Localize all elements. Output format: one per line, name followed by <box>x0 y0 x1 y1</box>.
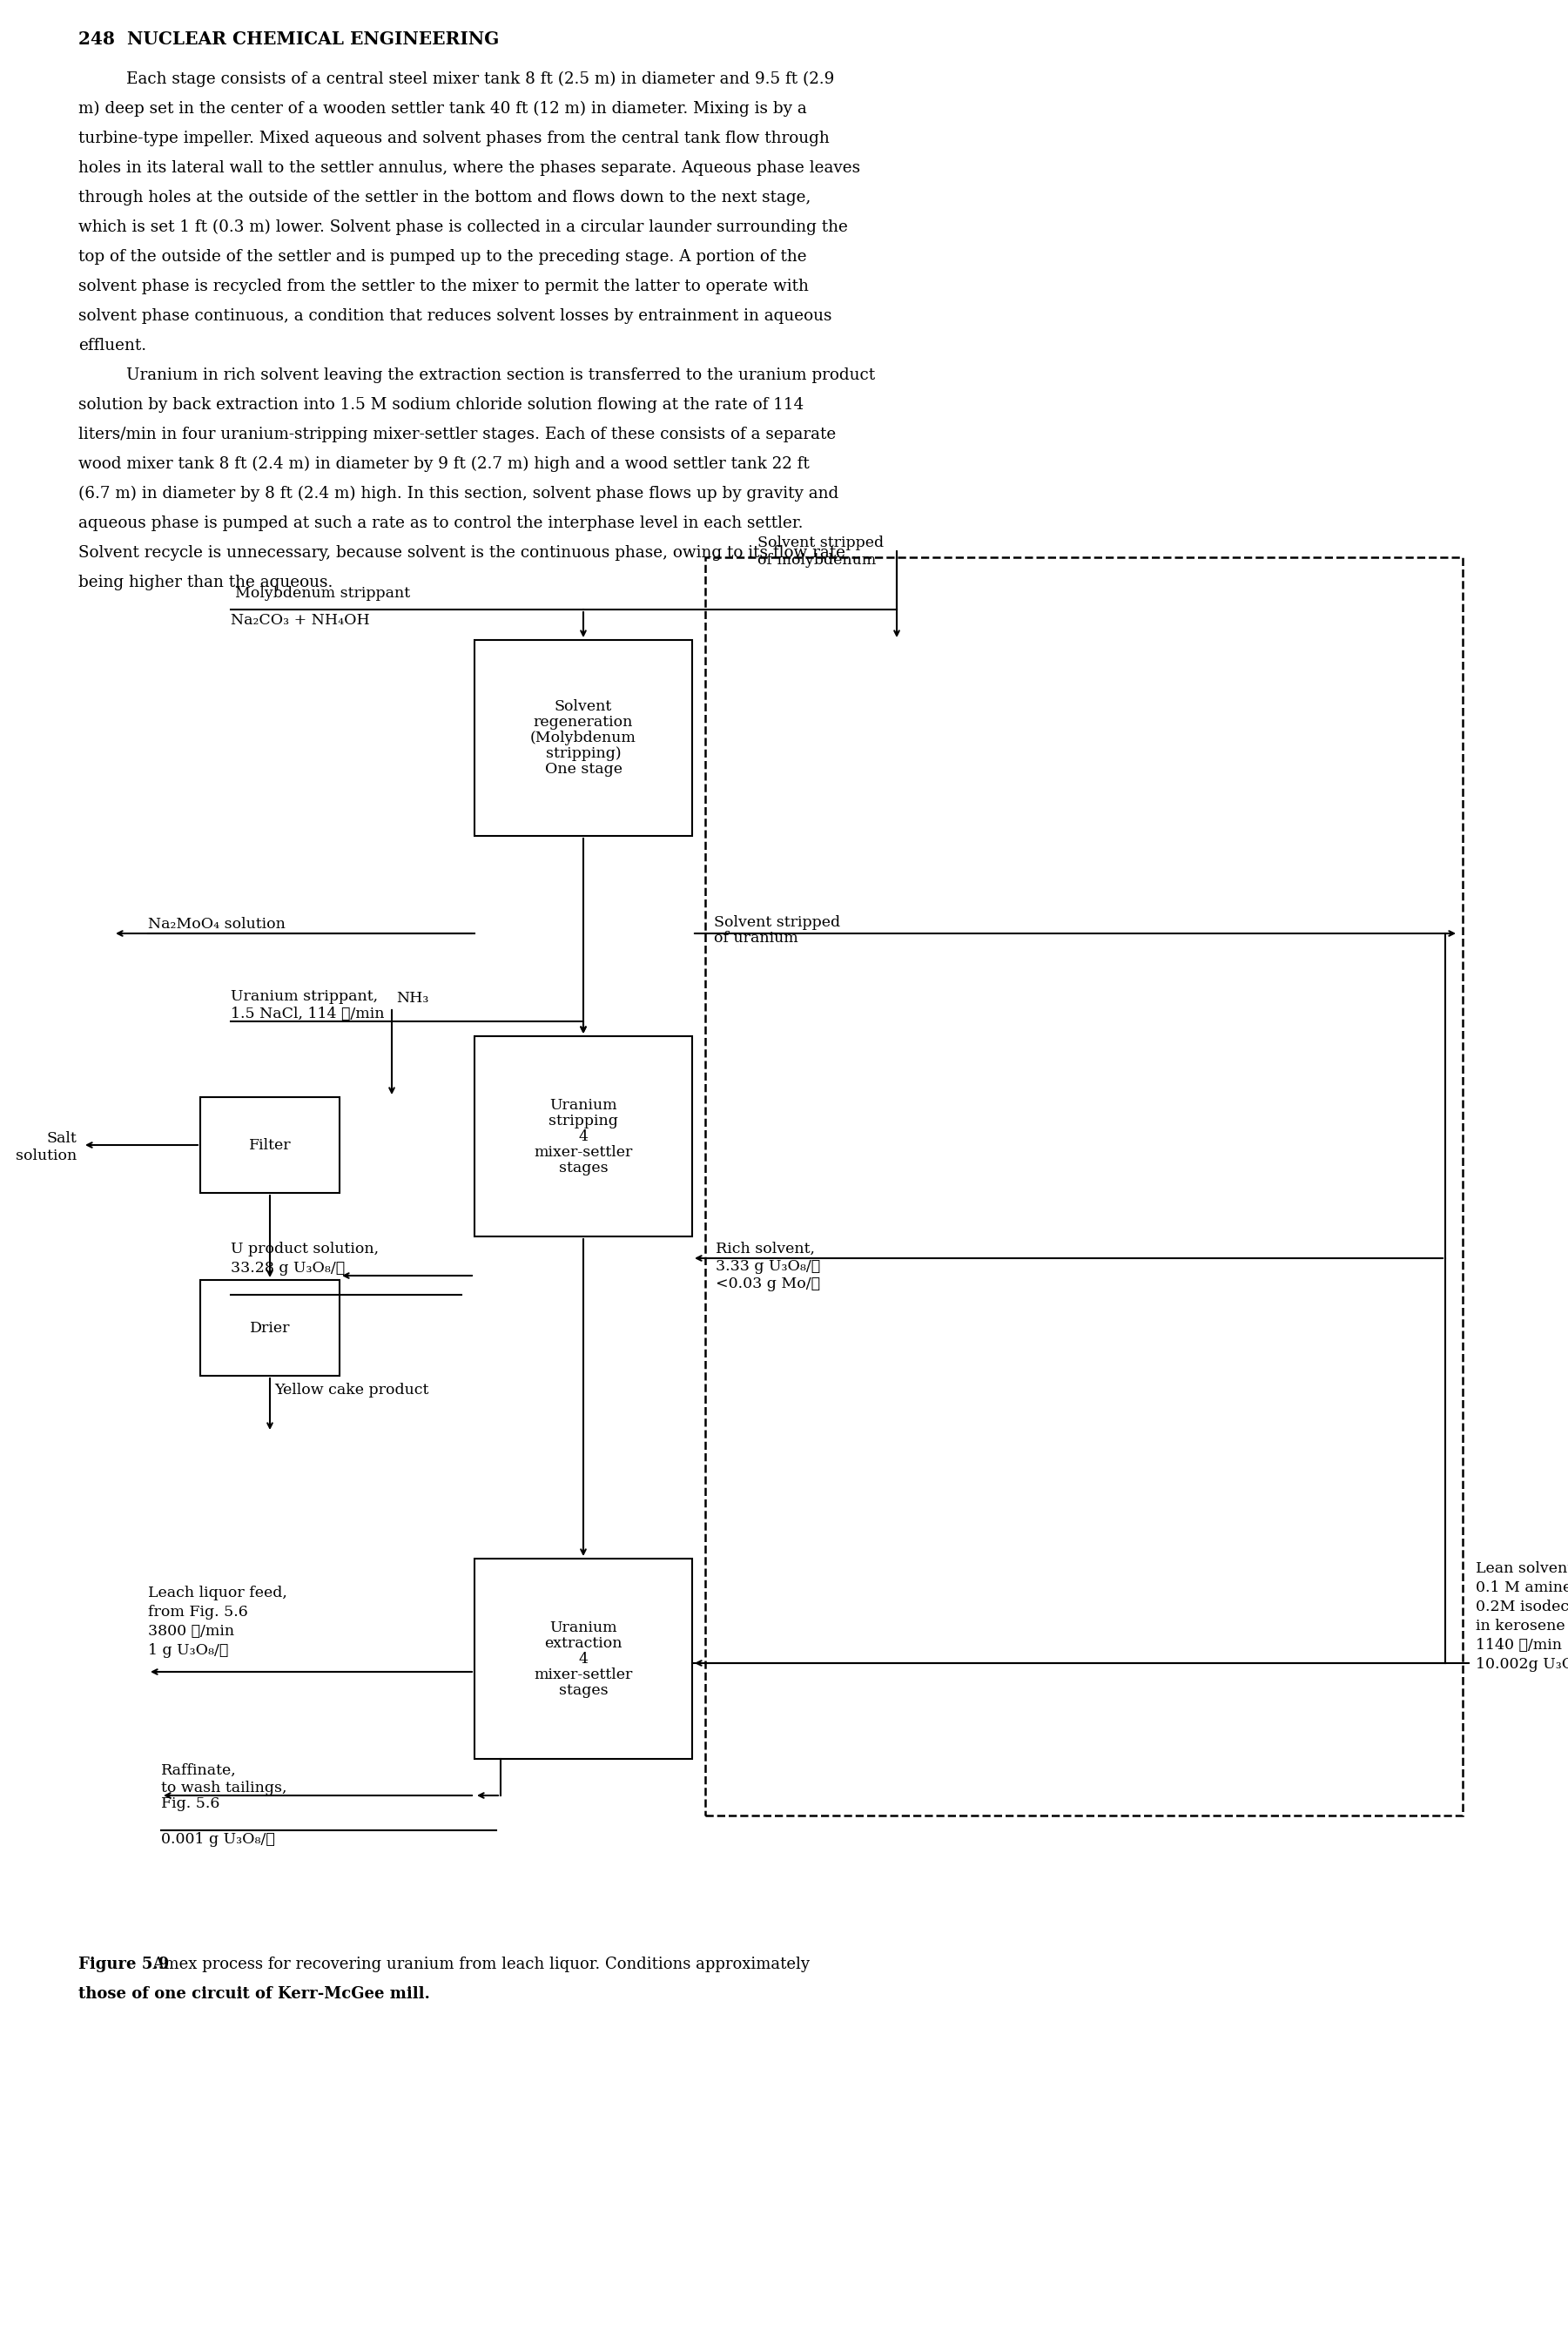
Text: 3.33 g U₃O₈/ℓ: 3.33 g U₃O₈/ℓ <box>715 1260 820 1274</box>
Text: NH₃: NH₃ <box>397 990 428 1006</box>
Text: Solvent stripped: Solvent stripped <box>757 536 884 550</box>
Text: effluent.: effluent. <box>78 339 146 353</box>
Text: Raffinate,: Raffinate, <box>162 1763 237 1777</box>
Text: Lean solvent,: Lean solvent, <box>1475 1561 1568 1575</box>
Text: Solvent stripped: Solvent stripped <box>713 915 840 931</box>
Text: solution: solution <box>16 1147 77 1164</box>
Text: Fig. 5.6: Fig. 5.6 <box>162 1796 220 1810</box>
Text: 4: 4 <box>579 1650 588 1667</box>
Bar <box>475 1559 691 1759</box>
Text: <0.03 g Mo/ℓ: <0.03 g Mo/ℓ <box>715 1277 820 1291</box>
Text: 0.2M isodecanol: 0.2M isodecanol <box>1475 1599 1568 1615</box>
Text: Yellow cake product: Yellow cake product <box>274 1382 428 1396</box>
Text: regeneration: regeneration <box>533 715 633 729</box>
Text: mixer-settler: mixer-settler <box>535 1667 632 1681</box>
Text: aqueous phase is pumped at such a rate as to control the interphase level in eac: aqueous phase is pumped at such a rate a… <box>78 515 803 531</box>
Bar <box>475 639 691 837</box>
Text: stages: stages <box>558 1683 608 1697</box>
Text: (Molybdenum: (Molybdenum <box>530 731 637 745</box>
Text: Solvent recycle is unnecessary, because solvent is the continuous phase, owing t: Solvent recycle is unnecessary, because … <box>78 545 845 562</box>
Text: turbine-type impeller. Mixed aqueous and solvent phases from the central tank fl: turbine-type impeller. Mixed aqueous and… <box>78 132 829 146</box>
Text: 4: 4 <box>579 1128 588 1143</box>
Text: holes in its lateral wall to the settler annulus, where the phases separate. Aqu: holes in its lateral wall to the settler… <box>78 160 861 176</box>
Text: being higher than the aqueous.: being higher than the aqueous. <box>78 574 332 590</box>
Text: in kerosene: in kerosene <box>1475 1620 1565 1634</box>
Text: 0.1 M amine: 0.1 M amine <box>1475 1580 1568 1596</box>
Bar <box>475 1037 691 1237</box>
Text: liters/min in four uranium-stripping mixer-settler stages. Each of these consist: liters/min in four uranium-stripping mix… <box>78 426 836 442</box>
Text: U product solution,: U product solution, <box>230 1241 379 1255</box>
Text: 1.5 NaCl, 114 ℓ/min: 1.5 NaCl, 114 ℓ/min <box>230 1006 384 1020</box>
Text: (6.7 m) in diameter by 8 ft (2.4 m) high. In this section, solvent phase flows u: (6.7 m) in diameter by 8 ft (2.4 m) high… <box>78 487 839 501</box>
Text: One stage: One stage <box>544 762 622 776</box>
Text: Solvent: Solvent <box>555 698 612 715</box>
Text: stripping: stripping <box>549 1114 618 1128</box>
Text: stripping): stripping) <box>546 745 621 762</box>
Text: those of one circuit of Kerr-McGee mill.: those of one circuit of Kerr-McGee mill. <box>78 1987 430 2001</box>
Text: Uranium strippant,: Uranium strippant, <box>230 990 378 1004</box>
Text: extraction: extraction <box>544 1636 622 1650</box>
Text: solvent phase continuous, a condition that reduces solvent losses by entrainment: solvent phase continuous, a condition th… <box>78 308 833 324</box>
Text: of molybdenum: of molybdenum <box>757 552 877 567</box>
Bar <box>706 557 1463 1815</box>
Text: solvent phase is recycled from the settler to the mixer to permit the latter to : solvent phase is recycled from the settl… <box>78 280 809 294</box>
Text: Leach liquor feed,: Leach liquor feed, <box>147 1585 287 1601</box>
Text: Rich solvent,: Rich solvent, <box>715 1241 815 1255</box>
Text: 1140 ℓ/min: 1140 ℓ/min <box>1475 1639 1562 1653</box>
Text: 3800 ℓ/min: 3800 ℓ/min <box>147 1625 234 1639</box>
Text: top of the outside of the settler and is pumped up to the preceding stage. A por: top of the outside of the settler and is… <box>78 249 808 266</box>
Text: m) deep set in the center of a wooden settler tank 40 ft (12 m) in diameter. Mix: m) deep set in the center of a wooden se… <box>78 101 808 118</box>
Text: Figure 5.9: Figure 5.9 <box>78 1956 169 1972</box>
Text: Each stage consists of a central steel mixer tank 8 ft (2.5 m) in diameter and 9: Each stage consists of a central steel m… <box>127 71 834 87</box>
Text: to wash tailings,: to wash tailings, <box>162 1780 287 1796</box>
Text: 10.002g U₃O₈/ℓ: 10.002g U₃O₈/ℓ <box>1475 1657 1568 1672</box>
Text: Filter: Filter <box>249 1138 292 1152</box>
Text: Uranium in rich solvent leaving the extraction section is transferred to the ura: Uranium in rich solvent leaving the extr… <box>127 367 875 383</box>
Text: Uranium: Uranium <box>549 1098 618 1112</box>
Bar <box>201 1279 340 1375</box>
Text: from Fig. 5.6: from Fig. 5.6 <box>147 1606 248 1620</box>
Text: through holes at the outside of the settler in the bottom and flows down to the : through holes at the outside of the sett… <box>78 190 811 205</box>
Text: solution by back extraction into 1.5 M sodium chloride solution flowing at the r: solution by back extraction into 1.5 M s… <box>78 397 804 414</box>
Text: 1 g U₃O₈/ℓ: 1 g U₃O₈/ℓ <box>147 1643 229 1657</box>
Text: 33.28 g U₃O₈/ℓ: 33.28 g U₃O₈/ℓ <box>230 1260 345 1277</box>
Text: mixer-settler: mixer-settler <box>535 1145 632 1159</box>
Text: 0.001 g U₃O₈/ℓ: 0.001 g U₃O₈/ℓ <box>162 1831 274 1848</box>
Text: Drier: Drier <box>249 1321 290 1335</box>
Text: which is set 1 ft (0.3 m) lower. Solvent phase is collected in a circular launde: which is set 1 ft (0.3 m) lower. Solvent… <box>78 219 848 235</box>
Text: Salt: Salt <box>47 1131 77 1145</box>
Text: Amex process for recovering uranium from leach liquor. Conditions approximately: Amex process for recovering uranium from… <box>143 1956 809 1972</box>
Text: Uranium: Uranium <box>549 1620 618 1634</box>
Text: Na₂CO₃ + NH₄OH: Na₂CO₃ + NH₄OH <box>230 614 370 628</box>
Text: stages: stages <box>558 1161 608 1176</box>
Text: wood mixer tank 8 ft (2.4 m) in diameter by 9 ft (2.7 m) high and a wood settler: wood mixer tank 8 ft (2.4 m) in diameter… <box>78 456 809 473</box>
Text: of uranium: of uranium <box>713 931 798 945</box>
Bar <box>201 1098 340 1192</box>
Text: 248  NUCLEAR CHEMICAL ENGINEERING: 248 NUCLEAR CHEMICAL ENGINEERING <box>78 31 499 47</box>
Text: Na₂MoO₄ solution: Na₂MoO₄ solution <box>147 917 285 931</box>
Text: Molybdenum strippant: Molybdenum strippant <box>235 585 411 602</box>
